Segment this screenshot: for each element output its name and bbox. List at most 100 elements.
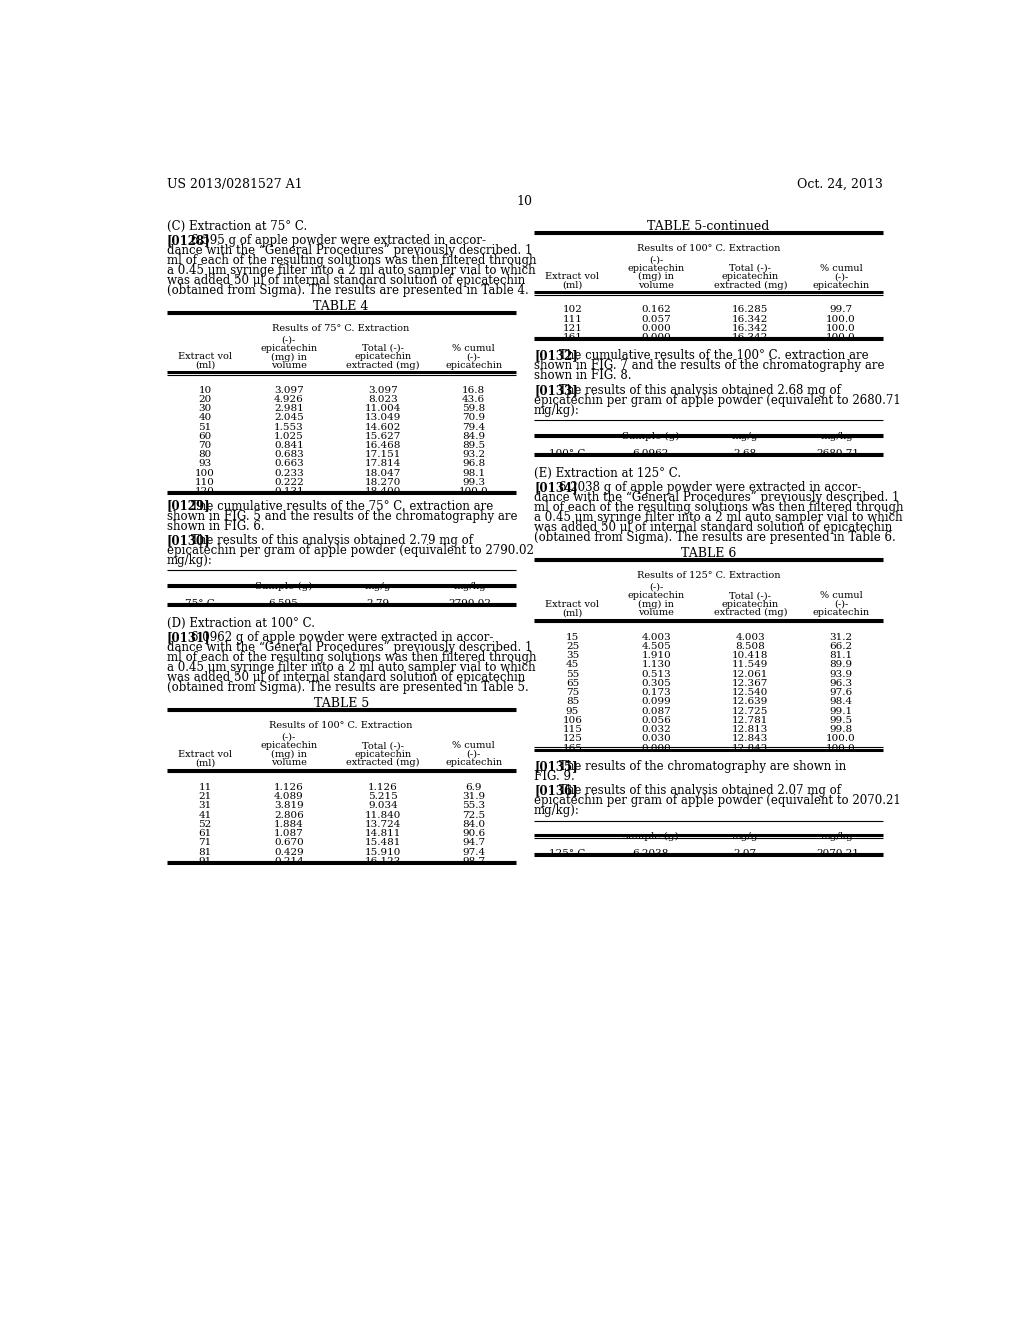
Text: 99.8: 99.8	[829, 725, 853, 734]
Text: 115: 115	[562, 725, 583, 734]
Text: 6.2038: 6.2038	[633, 849, 669, 858]
Text: The results of this analysis obtained 2.79 mg of: The results of this analysis obtained 2.…	[191, 535, 473, 548]
Text: 96.8: 96.8	[462, 459, 485, 469]
Text: ml of each of the resulting solutions was then filtered through: ml of each of the resulting solutions wa…	[167, 253, 537, 267]
Text: 31.9: 31.9	[462, 792, 485, 801]
Text: 30: 30	[199, 404, 212, 413]
Text: (ml): (ml)	[562, 609, 583, 616]
Text: epicatechin per gram of apple powder (equivalent to 2680.71: epicatechin per gram of apple powder (eq…	[535, 395, 901, 407]
Text: 89.9: 89.9	[829, 660, 853, 669]
Text: Total (-)-: Total (-)-	[362, 742, 403, 750]
Text: 81.1: 81.1	[829, 651, 853, 660]
Text: 3.819: 3.819	[274, 801, 304, 810]
Text: shown in FIG. 6.: shown in FIG. 6.	[167, 520, 264, 532]
Text: 0.099: 0.099	[641, 697, 671, 706]
Text: 93.9: 93.9	[829, 669, 853, 678]
Text: 2.79: 2.79	[367, 599, 389, 607]
Text: 75° C.: 75° C.	[185, 599, 218, 607]
Text: mg/kg: mg/kg	[821, 832, 854, 841]
Text: 1.126: 1.126	[274, 783, 304, 792]
Text: 65: 65	[566, 678, 580, 688]
Text: 96.3: 96.3	[829, 678, 853, 688]
Text: Results of 100° C. Extraction: Results of 100° C. Extraction	[637, 244, 780, 253]
Text: 45: 45	[566, 660, 580, 669]
Text: extracted (mg): extracted (mg)	[346, 360, 420, 370]
Text: mg/kg):: mg/kg):	[535, 804, 580, 817]
Text: 16.468: 16.468	[365, 441, 401, 450]
Text: epicatechin: epicatechin	[628, 591, 685, 601]
Text: 100.0: 100.0	[459, 487, 488, 496]
Text: mg/kg):: mg/kg):	[535, 404, 580, 417]
Text: 0.000: 0.000	[641, 323, 671, 333]
Text: (obtained from Sigma). The results are presented in Table 4.: (obtained from Sigma). The results are p…	[167, 284, 528, 297]
Text: mg/kg: mg/kg	[821, 432, 854, 441]
Text: 84.9: 84.9	[462, 432, 485, 441]
Text: (mg) in: (mg) in	[271, 352, 307, 362]
Text: 12.061: 12.061	[732, 669, 769, 678]
Text: Oct. 24, 2013: Oct. 24, 2013	[797, 178, 883, 190]
Text: 161: 161	[562, 333, 583, 342]
Text: 12.843: 12.843	[732, 743, 769, 752]
Text: TABLE 6: TABLE 6	[681, 548, 736, 560]
Text: epicatechin: epicatechin	[445, 758, 502, 767]
Text: epicatechin per gram of apple powder (equivalent to 2790.02: epicatechin per gram of apple powder (eq…	[167, 544, 534, 557]
Text: ml of each of the resulting solutions was then filtered through: ml of each of the resulting solutions wa…	[535, 502, 903, 513]
Text: The results of this analysis obtained 2.68 mg of: The results of this analysis obtained 2.…	[558, 384, 841, 397]
Text: 15.481: 15.481	[365, 838, 401, 847]
Text: volume: volume	[638, 281, 674, 290]
Text: 111: 111	[562, 314, 583, 323]
Text: 85: 85	[566, 697, 580, 706]
Text: 110: 110	[196, 478, 215, 487]
Text: 17.814: 17.814	[365, 459, 401, 469]
Text: 11.840: 11.840	[365, 810, 401, 820]
Text: volume: volume	[271, 360, 307, 370]
Text: was added 50 μl of internal standard solution of epicatechin: was added 50 μl of internal standard sol…	[167, 671, 525, 684]
Text: % cumul: % cumul	[453, 742, 495, 750]
Text: (-)-: (-)-	[649, 256, 664, 264]
Text: [0135]: [0135]	[535, 760, 578, 772]
Text: volume: volume	[271, 758, 307, 767]
Text: 4.926: 4.926	[274, 395, 304, 404]
Text: Results of 125° C. Extraction: Results of 125° C. Extraction	[637, 572, 780, 579]
Text: (ml): (ml)	[195, 360, 215, 370]
Text: 4.505: 4.505	[641, 642, 671, 651]
Text: (obtained from Sigma). The results are presented in Table 5.: (obtained from Sigma). The results are p…	[167, 681, 528, 694]
Text: US 2013/0281527 A1: US 2013/0281527 A1	[167, 178, 302, 190]
Text: was added 50 μl of internal standard solution of epicatechin: was added 50 μl of internal standard sol…	[535, 521, 892, 535]
Text: 31: 31	[199, 801, 212, 810]
Text: [0132]: [0132]	[535, 350, 578, 363]
Text: 16.285: 16.285	[732, 305, 769, 314]
Text: dance with the “General Procedures” previously described. 1: dance with the “General Procedures” prev…	[167, 642, 532, 655]
Text: 41: 41	[199, 810, 212, 820]
Text: 14.811: 14.811	[365, 829, 401, 838]
Text: sample (g): sample (g)	[624, 832, 679, 841]
Text: The cumulative results of the 100° C. extraction are: The cumulative results of the 100° C. ex…	[558, 350, 868, 363]
Text: 12.540: 12.540	[732, 688, 769, 697]
Text: 2.045: 2.045	[274, 413, 304, 422]
Text: 99.5: 99.5	[829, 715, 853, 725]
Text: The results of the chromatography are shown in: The results of the chromatography are sh…	[558, 760, 846, 772]
Text: mg/kg: mg/kg	[454, 582, 486, 591]
Text: 125: 125	[562, 734, 583, 743]
Text: [0136]: [0136]	[535, 784, 578, 797]
Text: 1.126: 1.126	[368, 783, 398, 792]
Text: (-)-: (-)-	[834, 272, 848, 281]
Text: 0.056: 0.056	[641, 715, 671, 725]
Text: 35: 35	[566, 651, 580, 660]
Text: Results of 75° C. Extraction: Results of 75° C. Extraction	[272, 323, 410, 333]
Text: 100.0: 100.0	[826, 314, 856, 323]
Text: mg/kg):: mg/kg):	[167, 554, 213, 568]
Text: [0134]: [0134]	[535, 480, 578, 494]
Text: (-)-: (-)-	[467, 750, 481, 759]
Text: 16.342: 16.342	[732, 323, 769, 333]
Text: 0.305: 0.305	[641, 678, 671, 688]
Text: 2680.71: 2680.71	[816, 449, 859, 458]
Text: 71: 71	[199, 838, 212, 847]
Text: 0.841: 0.841	[274, 441, 304, 450]
Text: epicatechin: epicatechin	[260, 742, 317, 750]
Text: 16.8: 16.8	[462, 385, 485, 395]
Text: 100: 100	[196, 469, 215, 478]
Text: 98.7: 98.7	[462, 857, 485, 866]
Text: 4.089: 4.089	[274, 792, 304, 801]
Text: 15.910: 15.910	[365, 847, 401, 857]
